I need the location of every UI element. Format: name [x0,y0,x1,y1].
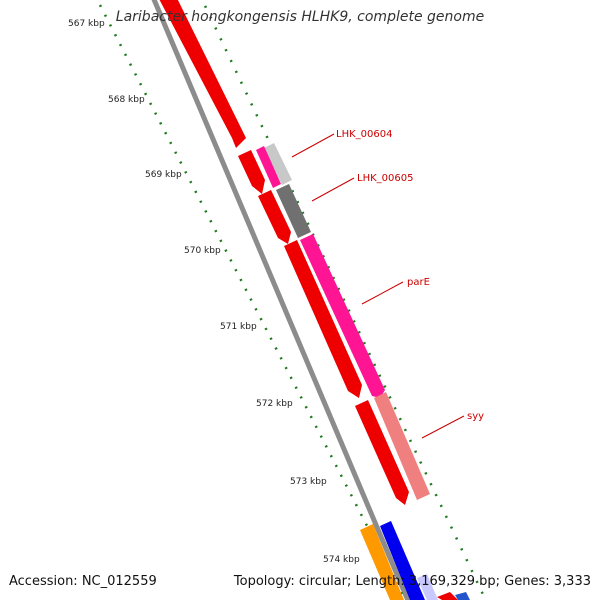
outer-dotted-line [200,0,488,600]
gene-red-4[interactable] [284,240,362,398]
tick-label-569: 569 kbp [145,170,182,180]
gene-red-1[interactable] [157,0,246,148]
gene-orange[interactable] [360,524,404,600]
gene-label-parE[interactable]: parE [407,277,430,288]
gene-red-5[interactable] [355,400,409,505]
tick-label-573: 573 kbp [290,477,327,487]
scale-dotted-line [98,4,407,600]
gene-blue[interactable] [380,521,425,600]
gene-red-3[interactable] [258,190,291,244]
leader-line-parE [361,281,404,305]
leader-line-lhk00605 [311,177,355,202]
genome-backbone [151,0,411,600]
tick-label-572: 572 kbp [256,399,293,409]
gene-label-lhk00605[interactable]: LHK_00605 [357,173,413,184]
gene-blue-light[interactable] [417,574,438,600]
tick-label-570: 570 kbp [184,246,221,256]
gene-red-2[interactable] [238,150,265,194]
gene-pink-parE[interactable] [300,234,385,398]
leader-line-lhk00604 [291,133,335,158]
tick-label-574: 574 kbp [323,555,360,565]
gene-salmon-syy[interactable] [374,392,430,500]
tick-label-568: 568 kbp [108,95,145,105]
map-title: Laribacter hongkongensis HLHK9, complete… [115,9,485,25]
leader-line-syy [421,415,465,439]
accession-text: Accession: NC_012559 [9,574,157,589]
gene-light-gray[interactable] [264,143,292,185]
tick-label-571: 571 kbp [220,322,257,332]
tick-label-567: 567 kbp [68,19,105,29]
gene-pink-small[interactable] [256,146,281,188]
gene-red-bottom[interactable] [437,592,458,600]
gene-gray-lhk00605[interactable] [276,184,311,238]
gene-label-lhk00604[interactable]: LHK_00604 [336,129,392,140]
gene-label-syy[interactable]: syy [467,411,484,422]
genome-summary-text: Topology: circular; Length: 3,169,329 bp… [233,574,591,589]
gene-blue-bottom[interactable] [455,592,470,600]
